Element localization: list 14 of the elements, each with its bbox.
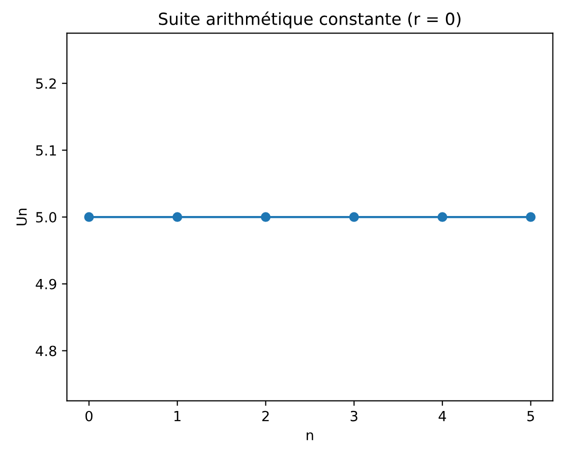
chart-title: Suite arithmétique constante (r = 0) <box>158 12 460 28</box>
x-tick-label: 4 <box>438 411 446 422</box>
x-tick-label: 5 <box>527 411 534 422</box>
y-tick-label: 5.2 <box>36 78 56 89</box>
y-axis-title: Un <box>16 208 27 226</box>
y-tick-label: 4.9 <box>36 278 56 290</box>
x-tick-label: 0 <box>85 410 92 422</box>
y-tick-label: 4.8 <box>36 346 56 356</box>
y-tick-label: 5.1 <box>36 145 56 156</box>
y-tick-label: 5.0 <box>36 212 56 223</box>
x-axis-title: n <box>306 432 314 440</box>
x-tick-label: 2 <box>262 410 269 422</box>
x-tick-label: 3 <box>350 410 358 422</box>
x-tick-label: 1 <box>174 411 180 422</box>
